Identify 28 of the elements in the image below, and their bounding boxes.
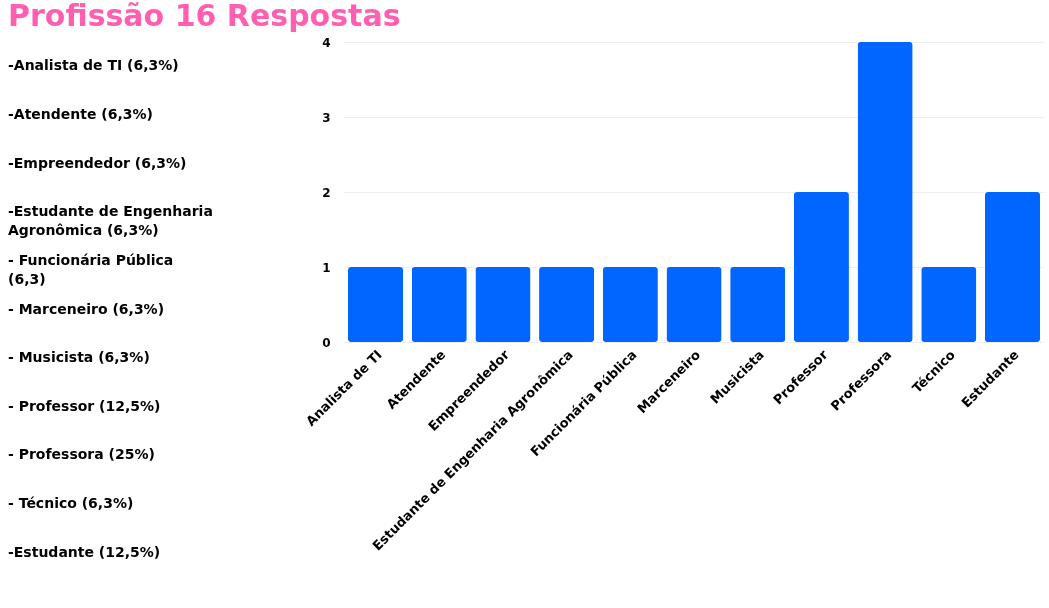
bar [730, 267, 786, 342]
text: - Professor (12,5%) [8, 397, 161, 414]
text: -Atendente (6,3%) [8, 105, 153, 122]
bar [411, 267, 467, 342]
text: - Marceneiro (6,3%) [8, 300, 165, 317]
bar [475, 267, 531, 342]
bar [857, 42, 913, 342]
text: - Professora (25%) [8, 446, 155, 463]
text: -Empreendedor (6,3%) [8, 154, 187, 171]
text: -Estudante de Engenharia Agronômica (6,3%) [8, 203, 213, 239]
text: - Funcionária Pública (6,3) [8, 251, 174, 287]
bar [602, 267, 658, 342]
bar [793, 192, 849, 342]
bar [666, 267, 722, 342]
bar [347, 267, 404, 342]
bar [921, 267, 977, 342]
bar [539, 267, 595, 342]
text: - Técnico (6,3%) [8, 495, 134, 512]
text: -Estudante (12,5%) [8, 543, 161, 560]
chart-title: Profissão 16 Respostas [8, 0, 401, 33]
text: - Musicista (6,3%) [8, 349, 150, 366]
y-tick-label: 2 [322, 185, 331, 200]
y-tick-label: 4 [322, 35, 331, 50]
y-tick-label: 0 [322, 335, 331, 350]
bar [984, 192, 1041, 342]
text: -Analista de TI (6,3%) [8, 57, 179, 74]
y-tick-label: 3 [322, 110, 331, 125]
y-tick-label: 1 [322, 260, 331, 275]
